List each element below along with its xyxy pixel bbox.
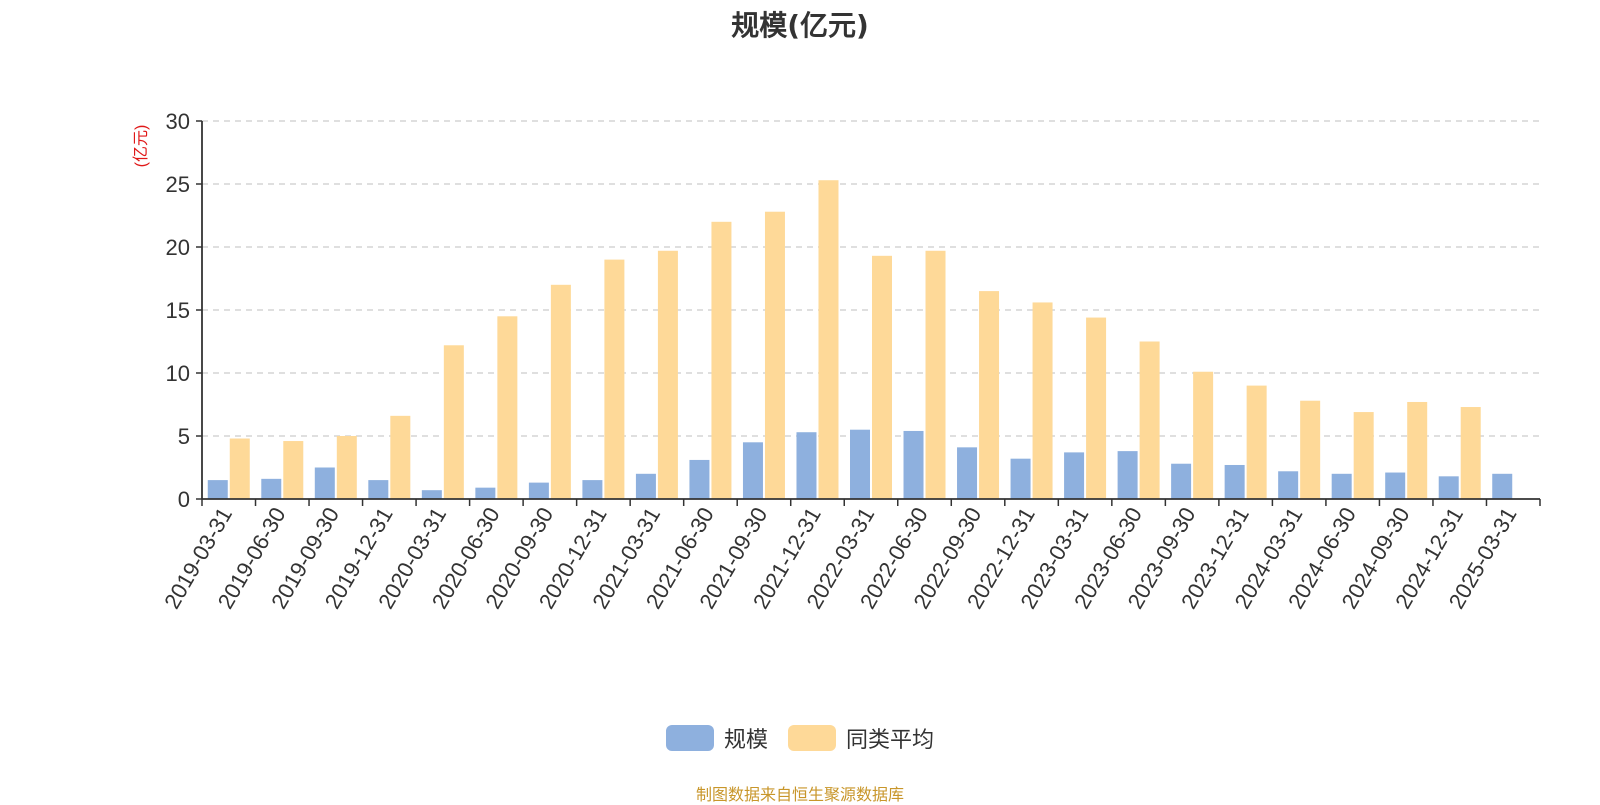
bars xyxy=(207,180,1513,500)
bar-peer-average[interactable] xyxy=(443,345,464,499)
bar-peer-average[interactable] xyxy=(1353,412,1374,499)
y-tick-label: 10 xyxy=(166,361,190,386)
axes: 0510152025302019-03-312019-06-302019-09-… xyxy=(159,109,1541,613)
chart-title: 规模(亿元) xyxy=(731,9,869,42)
bar-scale[interactable] xyxy=(742,442,763,499)
legend-label-scale: 规模 xyxy=(723,728,768,753)
bar-scale[interactable] xyxy=(528,482,549,499)
legend-swatch-peer-average xyxy=(788,725,836,751)
bar-peer-average[interactable] xyxy=(336,436,357,499)
data-source-note: 制图数据来自恒生聚源数据库 xyxy=(695,785,904,804)
bar-scale[interactable] xyxy=(1010,458,1031,499)
bar-peer-average[interactable] xyxy=(711,221,732,500)
grid-lines xyxy=(202,120,1540,437)
bar-peer-average[interactable] xyxy=(1139,341,1160,500)
bar-peer-average[interactable] xyxy=(1032,302,1053,499)
bar-peer-average[interactable] xyxy=(872,255,892,499)
bar-scale[interactable] xyxy=(1385,472,1406,499)
bar-scale[interactable] xyxy=(796,432,817,499)
bar-scale[interactable] xyxy=(475,487,496,499)
bar-scale[interactable] xyxy=(1278,471,1299,499)
legend-swatch-scale xyxy=(665,725,714,751)
bar-peer-average[interactable] xyxy=(1086,317,1107,499)
bar-scale[interactable] xyxy=(1224,464,1245,499)
bar-peer-average[interactable] xyxy=(550,284,571,499)
bar-scale[interactable] xyxy=(368,480,389,499)
bar-peer-average[interactable] xyxy=(818,180,839,499)
bar-scale[interactable] xyxy=(314,467,335,500)
y-tick-label: 30 xyxy=(166,109,190,134)
bar-peer-average[interactable] xyxy=(1407,401,1428,499)
bar-peer-average[interactable] xyxy=(283,441,304,499)
bar-scale[interactable] xyxy=(1331,473,1352,499)
bar-scale[interactable] xyxy=(1117,451,1138,499)
y-tick-label: 5 xyxy=(178,424,190,449)
bar-scale[interactable] xyxy=(1492,473,1513,499)
bar-scale[interactable] xyxy=(261,478,282,499)
bar-scale[interactable] xyxy=(1171,463,1192,499)
bar-peer-average[interactable] xyxy=(604,259,625,499)
bar-peer-average[interactable] xyxy=(1460,407,1481,499)
bar-peer-average[interactable] xyxy=(1193,371,1214,499)
y-tick-label: 15 xyxy=(166,298,190,323)
y-tick-label: 25 xyxy=(166,172,190,197)
bar-scale[interactable] xyxy=(1064,452,1085,499)
y-tick-label: 20 xyxy=(166,235,190,260)
bar-peer-average[interactable] xyxy=(229,438,250,499)
bar-scale[interactable] xyxy=(1438,476,1459,499)
bar-peer-average[interactable] xyxy=(979,291,1000,499)
bar-peer-average[interactable] xyxy=(764,211,785,499)
bar-peer-average[interactable] xyxy=(390,415,411,499)
bar-scale[interactable] xyxy=(635,473,656,499)
bar-scale[interactable] xyxy=(689,459,710,499)
y-axis-label: (亿元) xyxy=(132,125,150,168)
bar-peer-average[interactable] xyxy=(657,250,678,499)
bar-scale[interactable] xyxy=(421,490,442,499)
bar-peer-average[interactable] xyxy=(1300,400,1321,499)
legend: 规模 同类平均 xyxy=(0,722,1600,754)
bar-scale[interactable] xyxy=(207,480,228,499)
legend-item-scale[interactable]: 规模 xyxy=(665,722,768,754)
bar-peer-average[interactable] xyxy=(1246,385,1267,499)
bar-peer-average[interactable] xyxy=(497,316,518,499)
bar-scale[interactable] xyxy=(903,430,924,499)
legend-item-peer-average[interactable]: 同类平均 xyxy=(788,722,934,754)
bar-scale[interactable] xyxy=(850,429,870,499)
bar-scale[interactable] xyxy=(582,480,603,499)
bar-scale[interactable] xyxy=(957,447,978,499)
legend-label-peer-average: 同类平均 xyxy=(846,728,935,753)
y-tick-label: 0 xyxy=(178,487,190,512)
bar-peer-average[interactable] xyxy=(925,250,946,499)
